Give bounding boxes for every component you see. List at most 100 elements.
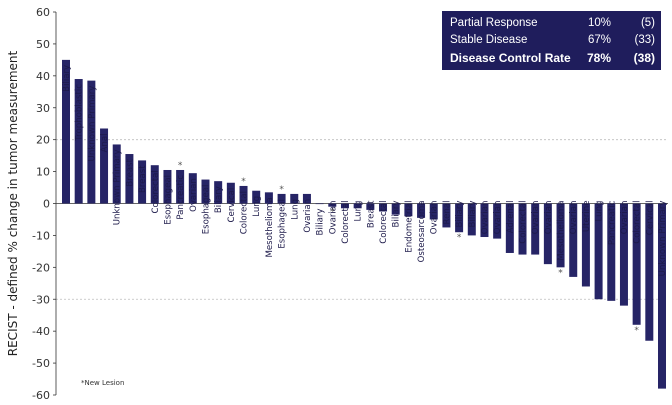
bar: [239, 185, 248, 204]
category-label: Uterine: [582, 201, 592, 233]
legend-count: (38): [633, 51, 655, 65]
category-label: Lung: [290, 199, 300, 220]
new-lesion-marker: *: [279, 185, 284, 195]
category-label: Anal: [100, 133, 110, 152]
category-label: Biliary: [455, 201, 465, 228]
category-label: Colorectal: [151, 170, 161, 213]
bar: [531, 203, 540, 255]
category-label: Unknown Primary: [658, 201, 668, 277]
bar: [556, 203, 565, 268]
bar: [87, 80, 96, 204]
category-label: Endometrial: [404, 201, 414, 253]
category-label: Pancreatic: [176, 175, 186, 220]
bar: [379, 203, 388, 212]
category-label: Ovarian: [328, 201, 338, 235]
y-tick-label: -40: [32, 325, 50, 338]
category-label: Esophageal: [201, 185, 211, 235]
new-lesion-marker: *: [558, 268, 563, 278]
bar: [619, 203, 628, 306]
category-label: Colorectal: [240, 191, 250, 234]
category-label: Esophageal: [278, 199, 288, 249]
legend-percent: 67%: [587, 34, 611, 46]
category-label: Osteosarcoma: [417, 201, 427, 263]
y-tick-label: -50: [32, 357, 50, 370]
bar: [201, 179, 210, 204]
bar: [188, 173, 197, 204]
bar: [163, 169, 172, 204]
bar: [594, 203, 603, 300]
y-tick-label: 10: [36, 166, 50, 179]
bar: [226, 182, 235, 204]
y-tick-label: 20: [36, 134, 50, 147]
legend-percent: 10%: [587, 17, 611, 29]
y-tick-label: 60: [36, 6, 50, 19]
bar: [404, 203, 413, 217]
bar: [480, 203, 489, 238]
y-tick-label: 50: [36, 38, 50, 51]
bar: [176, 169, 185, 204]
category-label: Trophoblastic: [75, 84, 85, 142]
category-label: Colorectal: [633, 201, 643, 244]
legend-name: Partial Response: [450, 17, 538, 29]
bar: [340, 203, 349, 209]
y-tick-label: 40: [36, 70, 50, 83]
bar: [467, 203, 476, 236]
category-label: Biliary: [468, 201, 478, 228]
category-label: Biliary: [316, 209, 326, 236]
bar: [328, 203, 337, 207]
bar: [607, 203, 616, 301]
y-tick-label: 30: [36, 102, 50, 115]
category-label: Renal: [442, 201, 452, 225]
legend-row-disease-control-rate: Disease Control Rate 78% (38): [450, 49, 655, 66]
new-lesion-marker: *: [241, 177, 246, 187]
category-label: Ovarian: [189, 178, 199, 212]
category-label: Biliary: [392, 201, 402, 228]
bar: [62, 59, 70, 204]
bar: [569, 203, 578, 277]
legend-row-partial-response: Partial Response 10% (5): [450, 15, 655, 32]
category-label: Colorectal: [341, 201, 351, 244]
bar: [353, 203, 362, 209]
category-label: Unknown Primary: [87, 86, 97, 162]
category-label: Esophageal: [163, 175, 173, 225]
bar: [366, 203, 375, 210]
category-label: Ovarian: [620, 201, 630, 235]
bar: [417, 203, 426, 218]
new-lesion-marker: *: [634, 326, 639, 336]
bar: [645, 203, 654, 341]
category-label: Mesothelioma: [557, 201, 567, 261]
y-axis-label: RECIST - defined % change in tumor measu…: [6, 50, 20, 356]
bar: [455, 203, 464, 233]
category-label: Breast: [125, 158, 135, 186]
bar: [112, 144, 121, 204]
bar: [632, 203, 641, 325]
bar: [581, 203, 590, 287]
y-tick-label: 0: [43, 198, 50, 211]
category-label: Breast: [138, 165, 148, 193]
bar: [290, 193, 299, 204]
category-label: Colorectal: [379, 201, 389, 244]
bar: [264, 192, 273, 204]
legend-row-stable-disease: Stable Disease 67% (33): [450, 32, 655, 49]
bar: [442, 203, 451, 228]
bar: [150, 165, 159, 204]
bar: [391, 203, 400, 215]
legend-name: Disease Control Rate: [450, 51, 571, 65]
y-tick-label: -10: [32, 229, 50, 242]
bar: [493, 203, 502, 239]
category-label: Pancreatic: [607, 200, 617, 245]
category-label: Ovarian: [430, 201, 440, 235]
bar: [658, 203, 666, 389]
response-summary-box: Partial Response 10% (5) Stable Disease …: [442, 11, 661, 70]
bar: [138, 160, 147, 204]
category-label: Biliary: [62, 65, 72, 92]
category-label: Unknown Primary: [113, 149, 123, 225]
legend-count: (5): [640, 17, 655, 29]
new-lesion-marker: *: [330, 208, 335, 218]
category-label: Cervical: [227, 188, 237, 223]
category-label: Ovarian: [531, 201, 541, 235]
bar: [100, 128, 109, 204]
bar: [543, 203, 552, 265]
category-label: Ovarian: [569, 201, 579, 235]
